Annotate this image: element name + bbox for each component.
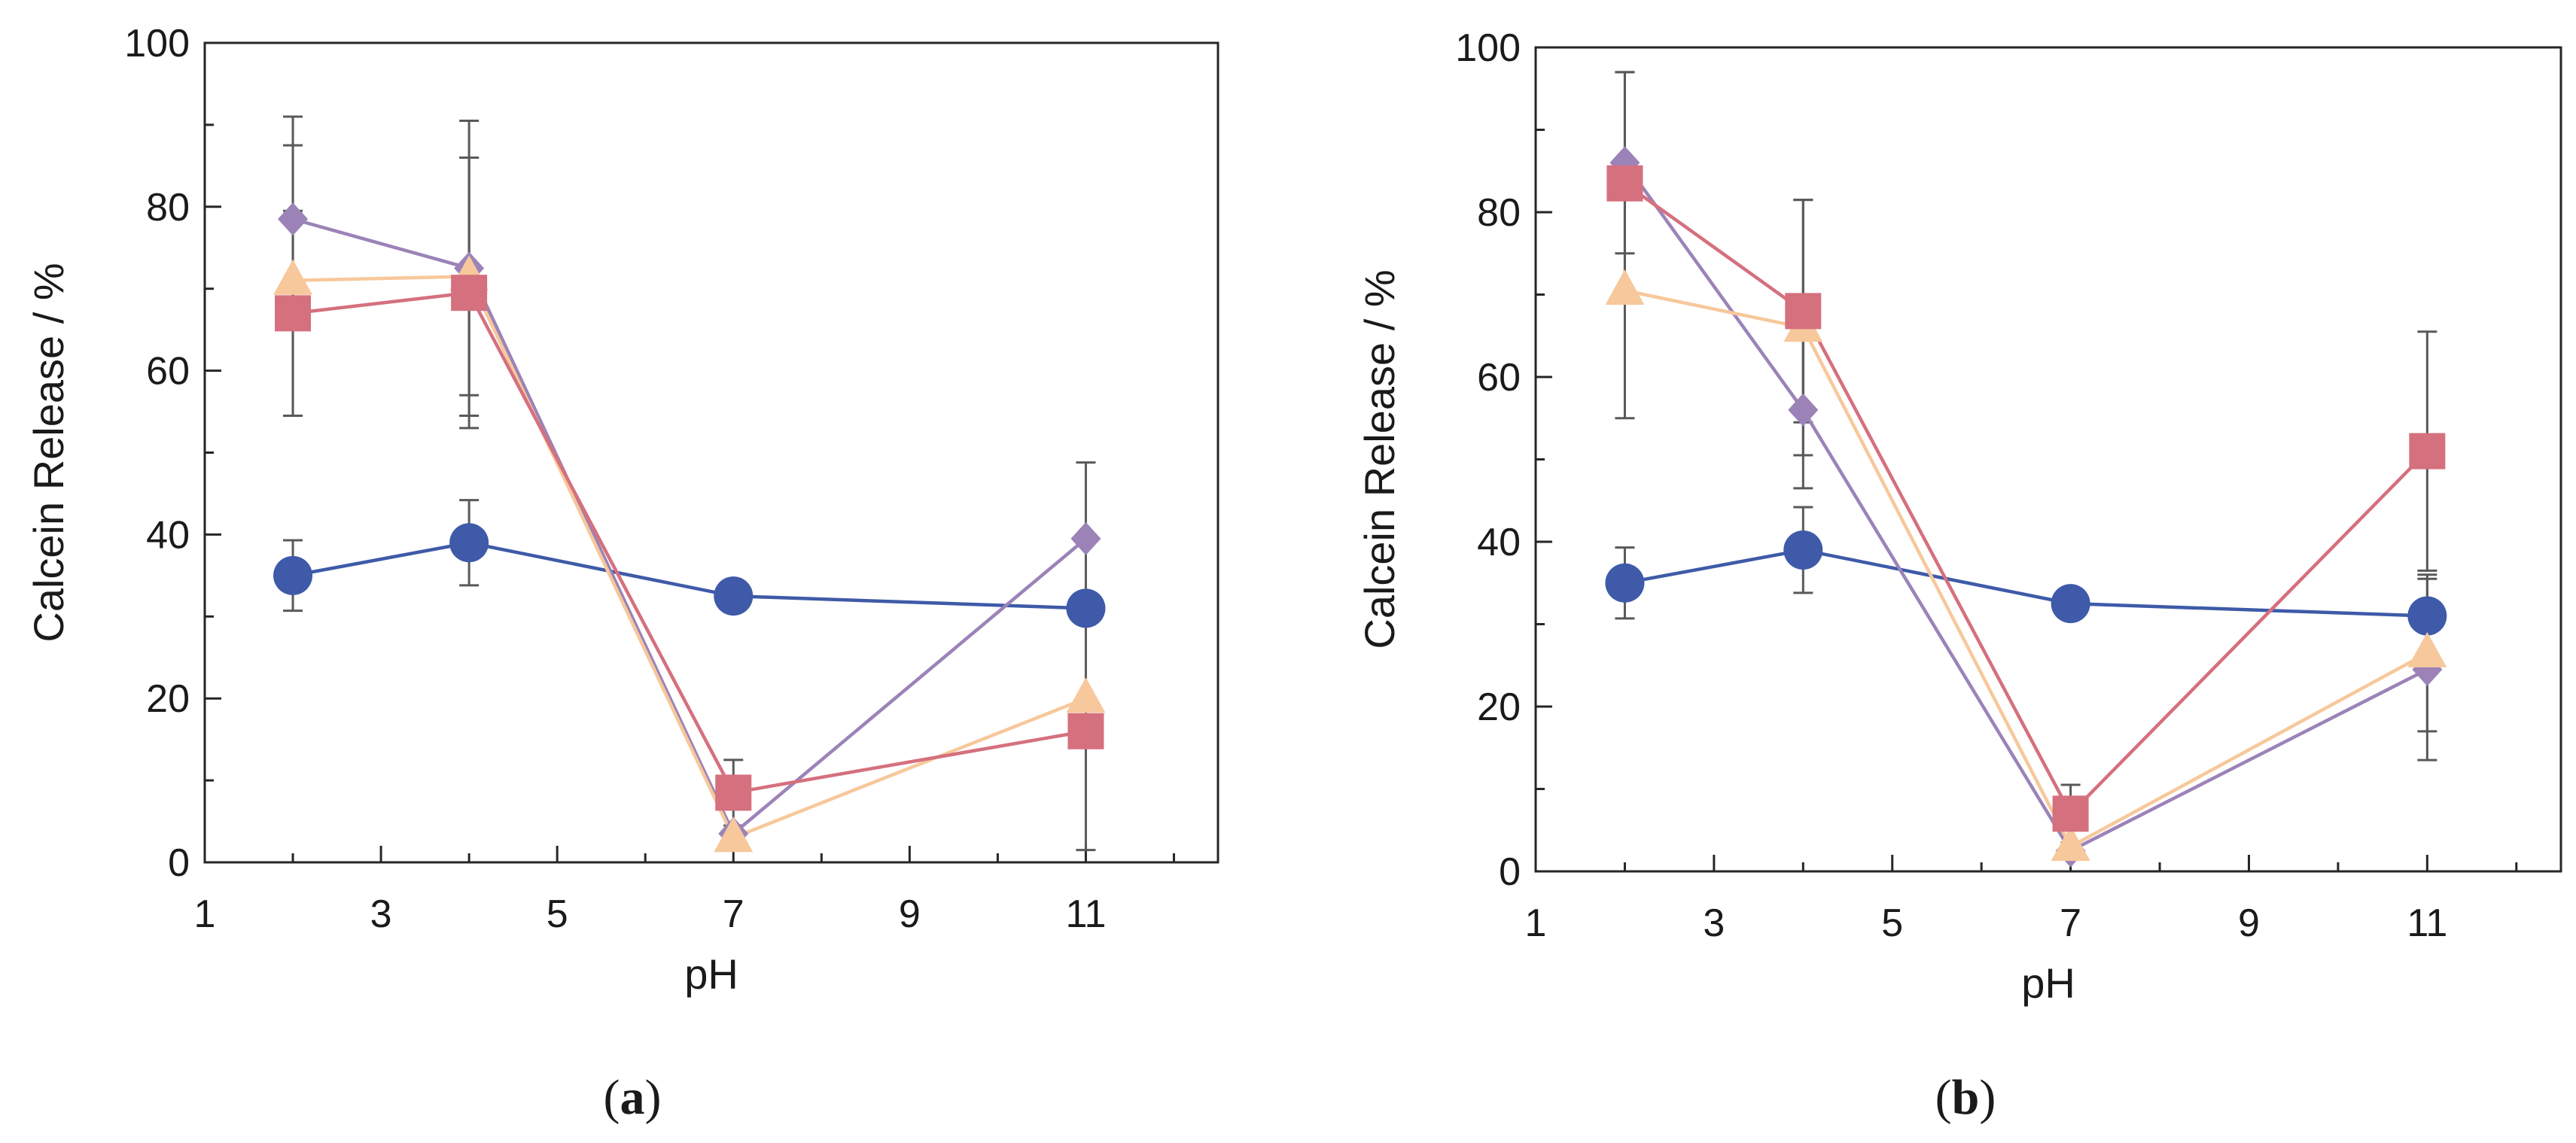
panel-caption: (b) [1935, 1070, 1996, 1125]
caption-open-paren: ( [1935, 1070, 1952, 1125]
data-point-triangle [273, 259, 313, 295]
series-line-square-series [1624, 181, 2428, 816]
x-tick-label: 11 [1065, 892, 1106, 936]
y-axis-label: Calcein Release / % [1356, 269, 1403, 649]
y-tick-label: 40 [1477, 521, 1521, 564]
data-point-square [1606, 165, 1643, 202]
series-line-diamond-series [1623, 161, 2428, 853]
y-tick-label: 20 [146, 677, 190, 721]
x-tick-label: 5 [1881, 901, 1903, 945]
markers-square-series [275, 275, 1104, 811]
caption-letter: b [1952, 1070, 1980, 1125]
x-axis-label: pH [2021, 959, 2075, 1007]
x-tick-label: 7 [2060, 901, 2081, 945]
markers-circle-series [1605, 530, 2447, 636]
y-tick-label: 0 [168, 841, 190, 885]
data-point-circle [2407, 596, 2447, 636]
x-tick-label: 11 [2407, 901, 2447, 945]
x-tick-label: 5 [547, 892, 568, 936]
x-axis-label: pH [684, 950, 738, 998]
panel-caption: (a) [604, 1070, 662, 1125]
data-point-circle [273, 555, 313, 595]
data-point-circle [714, 576, 754, 616]
data-point-triangle [1066, 677, 1106, 713]
data-point-triangle [714, 816, 754, 853]
data-point-circle [449, 523, 489, 563]
series-line-square-series [292, 290, 1086, 795]
y-tick-label: 60 [1477, 356, 1521, 400]
data-point-circle [1783, 530, 1823, 570]
data-point-triangle [2051, 825, 2090, 862]
data-point-square [2409, 433, 2446, 470]
data-point-square [451, 275, 488, 312]
data-point-diamond [1788, 393, 1819, 427]
x-tick-label: 7 [723, 892, 744, 936]
y-tick-label: 20 [1477, 685, 1521, 729]
data-point-square [715, 774, 752, 811]
series-line-diamond-series [292, 217, 1087, 836]
series-line-circle-series [1624, 548, 2428, 618]
y-tick-label: 40 [146, 513, 190, 557]
caption-close-paren: ) [1979, 1070, 1996, 1125]
data-point-triangle [2407, 631, 2447, 667]
x-tick-label: 3 [1703, 901, 1725, 945]
x-tick-label: 1 [194, 892, 216, 936]
markers-circle-series [273, 523, 1106, 628]
data-point-circle [2051, 584, 2090, 624]
data-point-square [2052, 795, 2089, 832]
x-tick-label: 9 [2238, 901, 2260, 945]
x-tick-label: 9 [899, 892, 921, 936]
data-point-square [275, 295, 312, 332]
y-tick-label: 100 [124, 22, 190, 65]
series-line-triangle-series [292, 275, 1087, 840]
data-point-square [1785, 293, 1822, 330]
y-tick-label: 80 [146, 186, 190, 230]
chart-panel-a: 1 3 5 7 9 11 0 20 40 60 80 100 pH Calcein Release / %… [25, 22, 1219, 1125]
x-tick-label: 3 [370, 892, 392, 936]
y-tick-label: 80 [1477, 191, 1521, 235]
y-axis-label: Calcein Release / % [25, 263, 72, 642]
data-point-circle [1605, 563, 1645, 603]
x-tick-label: 1 [1525, 901, 1547, 945]
data-point-circle [1066, 588, 1106, 628]
caption-letter: a [620, 1070, 645, 1125]
chart-panel-b: 1 3 5 7 9 11 0 20 40 60 80 100 pH Calcein Release / %… [1356, 26, 2562, 1125]
data-point-square [1067, 713, 1104, 749]
y-tick-label: 0 [1499, 850, 1521, 894]
caption-close-paren: ) [645, 1070, 662, 1125]
data-point-diamond [278, 202, 309, 236]
caption-open-paren: ( [604, 1070, 620, 1125]
data-point-diamond [1070, 521, 1101, 555]
series-line-triangle-series [1624, 288, 2428, 849]
data-point-triangle [1605, 269, 1645, 306]
markers-square-series [1606, 165, 2446, 832]
y-tick-label: 60 [146, 350, 190, 394]
series-line-circle-series [292, 541, 1086, 610]
y-tick-label: 100 [1455, 26, 1521, 70]
